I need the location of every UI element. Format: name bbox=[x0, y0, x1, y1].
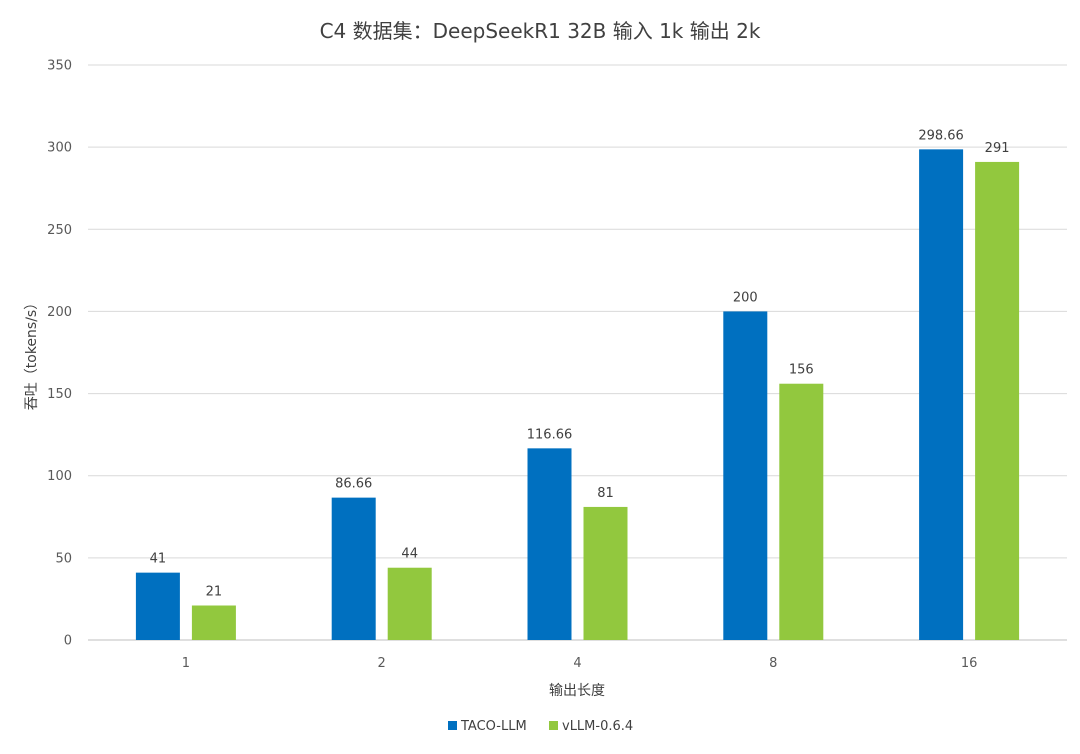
legend-swatch bbox=[549, 721, 558, 730]
bar-taco-llm-2 bbox=[331, 497, 376, 640]
y-axis-title: 吞吐（tokens/s） bbox=[24, 296, 40, 410]
y-tick-label: 150 bbox=[47, 387, 72, 402]
bar-vllm-0-6-4-4 bbox=[583, 506, 628, 640]
bar-vllm-0-6-4-1 bbox=[191, 605, 236, 640]
y-tick-label: 0 bbox=[64, 634, 72, 649]
data-label: 86.66 bbox=[335, 477, 372, 492]
legend-swatch bbox=[448, 721, 457, 730]
legend: TACO-LLM vLLM-0.6.4 bbox=[448, 719, 633, 734]
data-label: 156 bbox=[789, 363, 814, 378]
x-axis-ticks: 1 2 4 8 16 bbox=[182, 656, 978, 671]
x-axis-title: 输出长度 bbox=[549, 683, 605, 699]
x-tick-label: 1 bbox=[182, 656, 190, 671]
y-tick-label: 350 bbox=[47, 59, 72, 74]
data-label: 298.66 bbox=[918, 128, 964, 143]
x-tick-label: 4 bbox=[573, 656, 581, 671]
y-tick-label: 100 bbox=[47, 469, 72, 484]
y-axis-ticks: 0 50 100 150 200 250 300 350 bbox=[47, 59, 72, 649]
data-label: 200 bbox=[733, 290, 758, 305]
bar-taco-llm-4 bbox=[527, 448, 572, 640]
data-label: 81 bbox=[597, 486, 614, 501]
legend-label: vLLM-0.6.4 bbox=[562, 719, 633, 734]
bar-vllm-0-6-4-8 bbox=[779, 383, 824, 640]
data-label: 116.66 bbox=[527, 427, 573, 442]
x-tick-label: 16 bbox=[961, 656, 978, 671]
data-label: 44 bbox=[401, 547, 418, 562]
y-tick-label: 200 bbox=[47, 305, 72, 320]
data-label: 41 bbox=[150, 552, 167, 567]
y-tick-label: 50 bbox=[55, 551, 72, 566]
bar-vllm-0-6-4-16 bbox=[975, 161, 1020, 640]
chart-title: C4 数据集：DeepSeekR1 32B 输入 1k 输出 2k bbox=[320, 19, 761, 43]
x-tick-label: 8 bbox=[769, 656, 777, 671]
bar-vllm-0-6-4-2 bbox=[387, 567, 432, 640]
bar-taco-llm-8 bbox=[723, 311, 768, 640]
bar-taco-llm-1 bbox=[135, 572, 180, 640]
x-tick-label: 2 bbox=[378, 656, 386, 671]
data-labels: 41 21 86.66 44 116.66 81 200 156 298.66 291 bbox=[150, 128, 1010, 599]
bars bbox=[135, 149, 1020, 640]
y-tick-label: 300 bbox=[47, 141, 72, 156]
y-tick-label: 250 bbox=[47, 223, 72, 238]
legend-label: TACO-LLM bbox=[460, 719, 527, 734]
gridlines bbox=[88, 64, 1067, 641]
data-label: 291 bbox=[985, 141, 1010, 156]
bar-taco-llm-16 bbox=[919, 149, 964, 640]
data-label: 21 bbox=[206, 585, 223, 600]
